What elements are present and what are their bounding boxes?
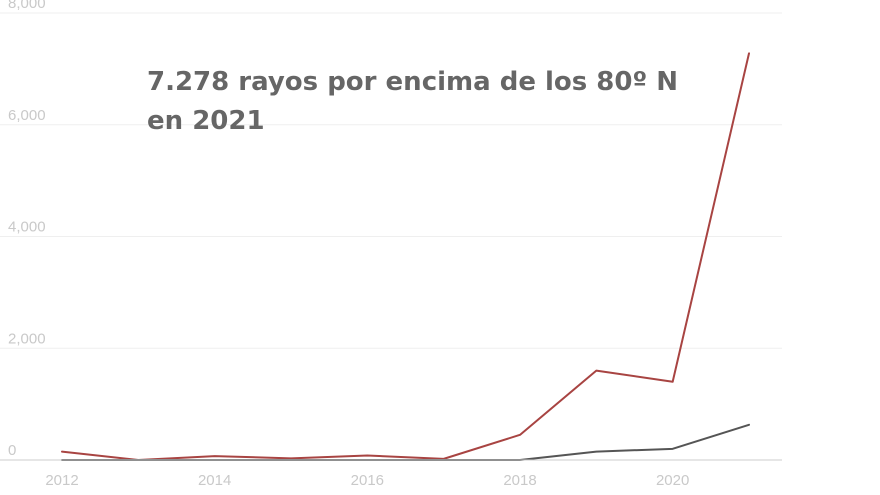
x-axis-ticks: 2012 2014 2016 2018 2020 (45, 472, 689, 489)
gridlines (0, 12, 782, 349)
y-axis-ticks: 0 2,000 4,000 6,000 8,000 (8, 0, 46, 459)
x-tick-label: 2020 (656, 472, 689, 489)
annotation-line-2: en 2021 (147, 106, 265, 136)
x-tick-label: 2012 (45, 472, 78, 489)
series-line-2 (61, 423, 750, 461)
x-tick-label: 2016 (351, 472, 384, 489)
y-tick-label: 8,000 (8, 0, 46, 12)
x-tick-label: 2014 (198, 472, 231, 489)
annotation-line-1: 7.278 rayos por encima de los 80º N (147, 67, 678, 97)
y-tick-label: 2,000 (8, 330, 46, 347)
x-tick-label: 2018 (503, 472, 536, 489)
series-line-1 (61, 52, 750, 461)
y-tick-label: 6,000 (8, 107, 46, 124)
y-tick-label: 4,000 (8, 219, 46, 236)
y-tick-label: 0 (8, 442, 16, 459)
